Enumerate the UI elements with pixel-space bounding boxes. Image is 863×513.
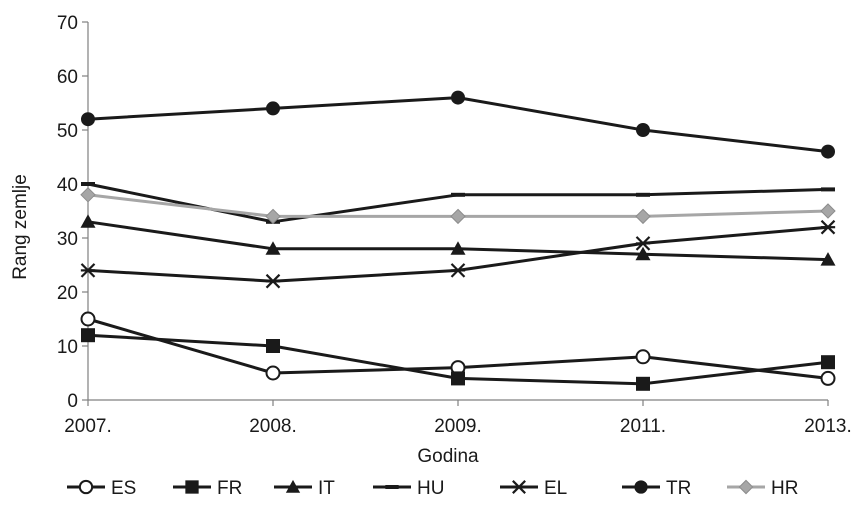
point-el <box>820 219 836 235</box>
legend-label-fr: FR <box>217 478 242 499</box>
point-fr <box>266 339 280 353</box>
point-el <box>450 263 466 278</box>
legend-label-hu: HU <box>417 478 444 499</box>
point-hr <box>450 208 466 225</box>
point-it <box>635 246 651 261</box>
point-el <box>265 273 281 289</box>
series-hr <box>80 187 836 225</box>
series-line-tr <box>87 96 829 154</box>
legend-marker-fr <box>185 480 199 494</box>
y-tick-label: 0 <box>67 391 78 412</box>
point-hr <box>820 203 836 219</box>
x-tick-label: 2007. <box>64 416 112 437</box>
series-es <box>80 311 836 386</box>
legend-item-el: EL <box>500 478 567 499</box>
series-fr <box>81 328 835 391</box>
x-tick-label: 2008. <box>249 416 297 437</box>
point-es <box>635 349 651 365</box>
point-es <box>265 365 281 381</box>
point-hr <box>265 208 281 225</box>
point-hr <box>80 187 96 203</box>
point-tr <box>636 123 650 137</box>
legend-marker-tr <box>634 480 648 494</box>
y-tick-label: 60 <box>57 67 78 88</box>
x-axis-title: Godina <box>417 446 479 467</box>
point-el <box>80 263 96 278</box>
x-tick-label: 2013. <box>804 416 852 437</box>
series-layer <box>80 90 836 391</box>
legend-label-el: EL <box>544 478 567 499</box>
point-hr <box>635 208 651 225</box>
series-it <box>80 214 836 266</box>
point-tr <box>451 90 465 105</box>
legend-marker-hr <box>738 479 754 495</box>
legend-item-fr: FR <box>173 478 242 499</box>
legend-marker-it <box>285 479 301 493</box>
point-fr <box>636 376 650 391</box>
x-tick-label: 2009. <box>434 416 482 437</box>
legend-label-it: IT <box>318 478 335 499</box>
legend-marker-el <box>512 480 526 494</box>
y-axis-title: Rang zemlje <box>10 174 31 280</box>
point-it <box>265 241 281 255</box>
point-es <box>820 370 836 386</box>
legend-marker-es <box>78 479 94 495</box>
point-it <box>450 241 466 255</box>
y-tick-label: 50 <box>57 121 78 142</box>
legend-item-hr: HR <box>727 478 798 499</box>
legend-label-tr: TR <box>666 478 691 499</box>
x-tick-label: 2011. <box>620 416 666 437</box>
legend-label-hr: HR <box>771 478 798 499</box>
legend-item-es: ES <box>67 478 136 499</box>
legend-item-tr: TR <box>622 478 691 499</box>
series-tr <box>81 90 835 159</box>
y-tick-label: 10 <box>57 337 78 358</box>
axes: 0 10 20 30 40 50 60 70 2007. 2008. 2009. 2011. 2013. <box>57 13 852 437</box>
point-tr <box>266 101 280 116</box>
point-fr <box>821 355 835 370</box>
y-tick-label: 70 <box>57 13 78 34</box>
y-tick-label: 40 <box>57 175 78 196</box>
legend-label-es: ES <box>111 478 136 499</box>
point-fr <box>451 371 465 386</box>
point-tr <box>81 112 95 127</box>
point-es <box>80 311 96 327</box>
point-it <box>820 252 836 266</box>
y-tick-label: 20 <box>57 283 78 304</box>
legend-item-hu: HU <box>373 478 444 499</box>
point-it <box>80 214 96 228</box>
point-fr <box>81 328 95 343</box>
legend: ES FR IT HU EL TR HR <box>67 478 798 499</box>
point-el <box>635 236 651 251</box>
series-el <box>80 219 836 289</box>
point-tr <box>821 144 835 159</box>
y-tick-label: 30 <box>57 229 78 250</box>
legend-item-it: IT <box>274 478 335 499</box>
